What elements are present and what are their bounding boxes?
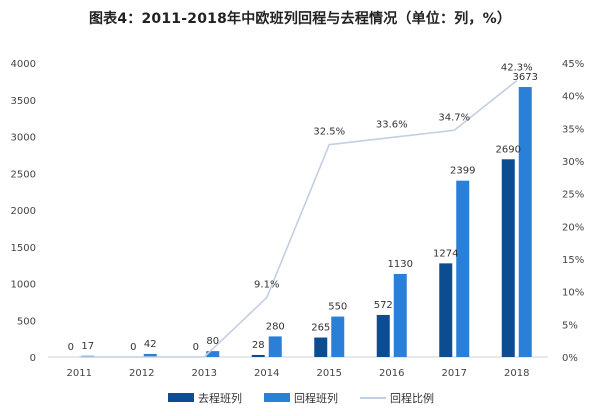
bar-return [518,87,532,358]
x-tick-label: 2014 [254,368,279,379]
left-tick-label: 3500 [11,96,36,107]
bar-value-label: 0 [130,342,136,353]
ratio-value-label: 9.1% [254,280,279,291]
bar-value-label: 17 [81,341,94,352]
ratio-line [79,80,518,358]
bar-series [81,87,532,358]
bar-value-label: 2690 [496,144,521,155]
bar-value-label: 550 [328,302,347,313]
bar-outbound [314,337,328,357]
right-tick-label: 5% [562,320,578,331]
chart-title: 图表4：2011-2018年中欧班列回程与去程情况（单位：列，%） [88,11,512,27]
right-tick-label: 45% [562,59,584,70]
right-tick-label: 25% [562,190,584,201]
legend: 去程班列 回程班列 回程比例 [168,391,434,405]
x-tick-label: 2017 [442,368,467,379]
right-tick-label: 15% [562,255,584,266]
right-tick-label: 30% [562,157,584,168]
x-tick-label: 2013 [192,368,217,379]
left-tick-label: 2000 [11,206,36,217]
bar-value-label: 0 [193,342,199,353]
ratio-line-series [79,80,518,358]
legend-label: 回程班列 [294,391,338,405]
ratio-value-label: 32.5% [313,127,345,138]
bar-outbound [251,354,265,357]
bar-return [143,353,157,357]
bar-outbound [376,314,390,357]
bar-outbound [439,263,453,357]
right-tick-label: 20% [562,222,584,233]
bar-return [393,273,407,357]
right-tick-label: 0% [562,353,578,364]
bar-value-label: 0 [68,342,74,353]
ratio-value-label: 34.7% [438,112,470,123]
left-tick-label: 3000 [11,133,36,144]
x-axis-ticks: 2011 2012 2013 2014 2015 2016 2017 2018 [67,368,530,379]
right-tick-label: 40% [562,92,584,103]
left-tick-label: 500 [17,316,36,327]
legend-swatch [168,393,194,402]
x-tick-label: 2011 [67,368,92,379]
bar-outbound [501,159,515,357]
bar-value-label: 28 [252,340,265,351]
left-tick-label: 4000 [11,59,36,70]
right-tick-label: 35% [562,124,584,135]
bar-value-label: 80 [206,336,219,347]
legend-swatch [264,393,290,402]
legend-label: 去程班列 [198,391,242,405]
left-tick-label: 0 [30,353,36,364]
x-tick-label: 2012 [129,368,154,379]
x-tick-label: 2018 [504,368,529,379]
bar-value-label: 2399 [450,166,475,177]
bar-return [206,351,220,357]
bar-value-label: 265 [311,323,330,334]
left-axis-ticks: 0 500 1000 1500 2000 2500 3000 3500 4000 [11,59,36,364]
data-labels: 0 0 0 28 265 572 1274 2690 17 42 80 280 550 1130 2399 3… [68,63,538,353]
bar-value-label: 3673 [513,72,538,83]
bar-value-label: 280 [266,321,285,332]
right-tick-label: 10% [562,288,584,299]
left-tick-label: 2500 [11,169,36,180]
bar-return [268,336,282,357]
left-tick-label: 1500 [11,243,36,254]
right-axis-ticks: 0% 5% 10% 15% 20% 25% 30% 35% 40% 45% [562,59,584,364]
ratio-value-label: 33.6% [376,119,408,130]
bar-return [456,180,470,357]
bar-value-label: 1130 [388,259,413,270]
legend-label: 回程比例 [390,391,434,405]
bar-value-label: 572 [374,300,393,311]
bar-value-label: 1274 [433,248,458,259]
left-tick-label: 1000 [11,280,36,291]
x-tick-label: 2015 [317,368,342,379]
bar-value-label: 42 [144,339,157,350]
ratio-value-label: 42.3% [501,63,533,74]
bar-return [331,316,345,357]
x-tick-label: 2016 [379,368,404,379]
